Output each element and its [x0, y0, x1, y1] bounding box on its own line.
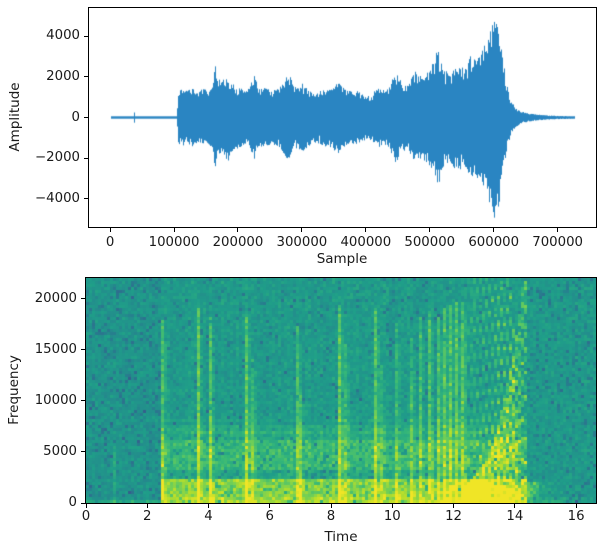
x-tick-label: 400000: [340, 235, 392, 250]
y-tick-label: 10000: [34, 392, 77, 408]
x-tick-label: 0: [81, 509, 91, 524]
waveform-axes: [88, 7, 597, 228]
x-tick: [557, 228, 559, 232]
waveform-canvas: [89, 8, 596, 227]
x-tick: [575, 504, 577, 508]
x-tick: [514, 504, 516, 508]
x-tick: [269, 504, 271, 508]
y-tick-label: 5000: [43, 443, 77, 459]
x-tick-label: 0: [105, 235, 115, 250]
x-tick-label: 16: [567, 509, 585, 524]
spectrogram-canvas: [86, 278, 596, 503]
y-tick: [84, 157, 88, 159]
x-tick: [208, 504, 210, 508]
y-tick: [81, 349, 85, 351]
x-tick-label: 10: [383, 509, 401, 524]
x-tick: [493, 228, 495, 232]
x-tick-label: 500000: [404, 235, 456, 250]
spectrogram-yaxis-label: Frequency: [6, 355, 22, 425]
y-tick: [84, 76, 88, 78]
y-tick: [81, 400, 85, 402]
spectrogram-xaxis-label: Time: [324, 529, 358, 545]
waveform-xaxis-label: Sample: [316, 251, 368, 267]
x-tick: [173, 228, 175, 232]
x-tick-label: 12: [445, 509, 463, 524]
x-tick: [391, 504, 393, 508]
y-tick: [81, 298, 85, 300]
x-tick-label: 8: [326, 509, 336, 524]
x-tick: [237, 228, 239, 232]
y-tick-label: 2000: [46, 68, 80, 84]
x-tick: [146, 504, 148, 508]
y-tick-label: −4000: [35, 190, 80, 206]
y-tick: [81, 502, 85, 504]
y-tick: [84, 35, 88, 37]
x-tick-label: 600000: [468, 235, 520, 250]
x-tick: [85, 504, 87, 508]
x-tick-label: 100000: [148, 235, 200, 250]
y-tick-label: 0: [68, 495, 77, 510]
x-tick: [330, 504, 332, 508]
y-tick-label: 0: [71, 109, 80, 125]
x-tick: [453, 504, 455, 508]
y-tick-label: 4000: [46, 28, 80, 44]
x-tick-label: 200000: [212, 235, 264, 250]
x-tick-label: 2: [143, 509, 152, 524]
x-tick: [109, 228, 111, 232]
x-tick-label: 14: [506, 509, 524, 524]
y-tick-label: 20000: [34, 290, 77, 306]
x-tick-label: 6: [265, 509, 275, 524]
x-tick-label: 700000: [532, 235, 583, 250]
y-tick: [81, 451, 85, 453]
x-tick-label: 300000: [276, 235, 328, 250]
x-tick: [365, 228, 367, 232]
x-tick: [301, 228, 303, 232]
x-tick: [429, 228, 431, 232]
spectrogram-axes: [85, 277, 597, 504]
y-tick-label: −2000: [35, 150, 80, 166]
y-tick: [84, 198, 88, 200]
x-tick-label: 4: [204, 509, 213, 524]
y-tick: [84, 117, 88, 118]
y-tick-label: 15000: [34, 341, 77, 357]
